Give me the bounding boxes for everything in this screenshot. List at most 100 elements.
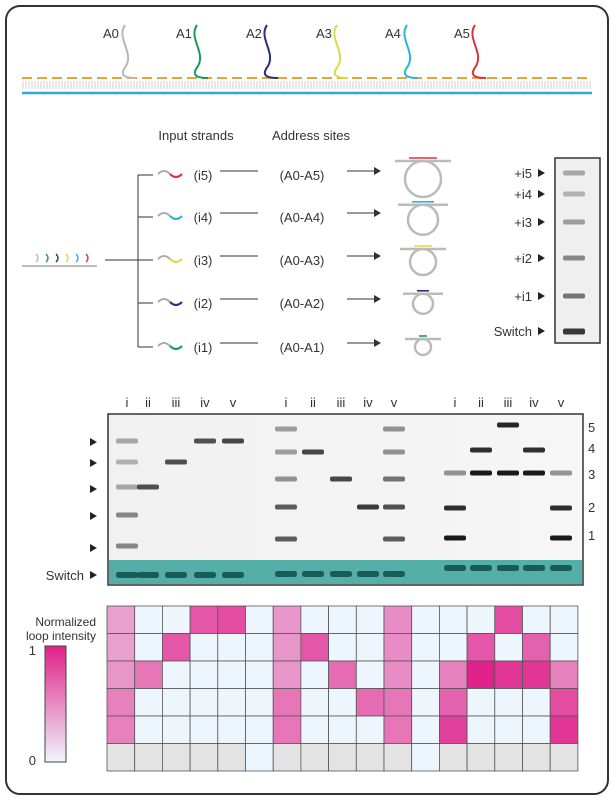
arrow-head-icon (374, 295, 381, 303)
scale-max-label: 1 (29, 643, 36, 658)
gel-band-level-1 (383, 536, 405, 542)
heatmap-cell (245, 743, 274, 772)
heatmap-cell (383, 715, 413, 744)
ladder-label-i4: +i4 (514, 187, 532, 202)
gel-band-switch (165, 572, 187, 578)
heatmap-cell (383, 743, 413, 772)
heatmap-cell (161, 688, 191, 717)
gel-band-level-3 (137, 484, 159, 490)
heatmap-cell (328, 715, 357, 744)
lane-label: v (230, 395, 237, 410)
heatmap-cell (383, 660, 413, 689)
ladder-band (563, 191, 585, 197)
address-label-a0: A0 (103, 26, 119, 41)
heatmap-cell (466, 633, 496, 662)
gel-band-level-3 (444, 470, 466, 476)
heatmap-cell (217, 633, 246, 662)
heatmap-cell (494, 660, 523, 689)
heatmap-cell (161, 660, 191, 689)
heatmap-cell (411, 605, 440, 634)
heatmap-cell (134, 605, 163, 634)
gel-band-level-4 (116, 459, 138, 465)
heatmap-cell (522, 688, 551, 717)
heatmap-cell (300, 715, 329, 744)
input-strand-gray (157, 298, 171, 303)
input-label-i3: (i3) (194, 253, 213, 268)
heatmap-cell (411, 688, 440, 717)
heatmap-cell (245, 688, 274, 717)
heatmap-cell (189, 715, 219, 744)
address-strand-a1 (193, 24, 209, 79)
heatmap-cell (161, 605, 191, 634)
gel-band-switch (330, 571, 352, 577)
lane-label: iv (363, 395, 373, 410)
gel-band-level-3 (497, 470, 519, 476)
heatmap-cell (106, 715, 136, 744)
lane-label: ii (310, 395, 316, 410)
address-strand-a4 (403, 24, 419, 79)
level-label-5: 5 (588, 420, 595, 435)
lane-label: iii (504, 395, 513, 410)
gel-band-level-3 (116, 484, 138, 490)
heatmap-cell (494, 605, 523, 634)
heatmap-cell (438, 743, 468, 772)
lane-label: iv (529, 395, 539, 410)
input-strand-icon (169, 345, 183, 351)
heatmap-cell (245, 605, 274, 634)
level-label-3: 3 (588, 467, 595, 482)
band-pointer-icon (538, 327, 545, 335)
gel-band-switch (357, 571, 379, 577)
gel-band-level-1 (444, 535, 466, 541)
heatmap-cell (522, 605, 551, 634)
arrow-head-icon (374, 167, 381, 175)
arrow-head-icon (374, 209, 381, 217)
band-pointer-icon (538, 169, 545, 177)
gel-band-switch (444, 565, 466, 571)
gel-band-switch (302, 571, 324, 577)
level-label-1: 1 (588, 528, 595, 543)
heatmap-cell (355, 633, 385, 662)
heatmap-cell (355, 688, 385, 717)
heatmap-cell (355, 660, 385, 689)
heatmap-cell (494, 715, 523, 744)
gel-band-level-2 (357, 504, 379, 510)
heatmap-cell (549, 633, 579, 662)
mixture-strand-icon (85, 253, 89, 263)
heatmap-cell (494, 688, 523, 717)
input-label-i2: (i2) (194, 296, 213, 311)
heatmap-cell (189, 660, 219, 689)
input-strand-gray (157, 255, 171, 260)
heatmap-cell (522, 743, 551, 772)
band-pointer-icon (90, 544, 97, 552)
heatmap-cell (134, 715, 163, 744)
scale-min-label: 0 (29, 753, 36, 768)
heatmap-cell (466, 688, 496, 717)
header-input-strands: Input strands (158, 128, 234, 143)
heatmap-cell (106, 660, 136, 689)
heatmap-cell (134, 633, 163, 662)
lane-label: v (558, 395, 565, 410)
gel-band-level-2 (383, 504, 405, 510)
heatmap-cell (494, 633, 523, 662)
heatmap-cell (549, 715, 579, 744)
lane-labels: i ii iii iv v i ii iii iv v i ii iii iv v (126, 395, 565, 410)
lane-label: i (126, 395, 129, 410)
heatmap-cell (161, 743, 191, 772)
gel-band-switch (550, 565, 572, 571)
heatmap-cell (217, 688, 246, 717)
band-pointer-icon (90, 485, 97, 493)
header-address-sites: Address sites (272, 128, 351, 143)
address-label-a5: A5 (454, 26, 470, 41)
input-strand-gray (157, 170, 171, 175)
lane-label: iii (172, 395, 181, 410)
gel-band-switch (497, 565, 519, 571)
gel-band-switch (523, 565, 545, 571)
gel-band-level-4 (470, 447, 492, 453)
heatmap-cell (300, 660, 329, 689)
heatmap-cell (438, 605, 468, 634)
arrow-head-icon (374, 252, 381, 260)
gel-band-level-5 (194, 438, 216, 444)
mixture-strand-icon (75, 253, 79, 263)
heatmap-cell (245, 715, 274, 744)
ladder-label-i3: +i3 (514, 215, 532, 230)
